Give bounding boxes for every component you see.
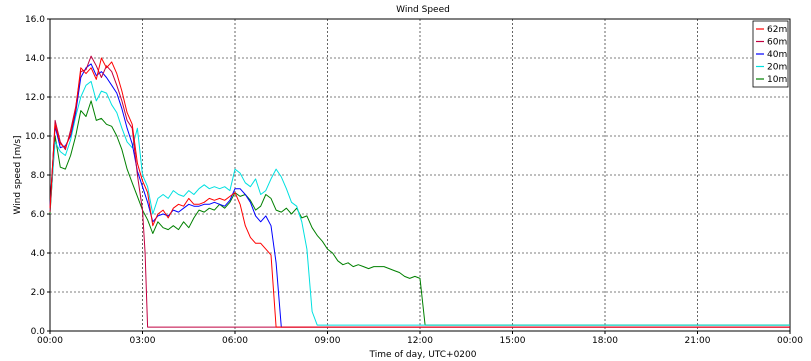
legend-entry-10m: 10m xyxy=(767,75,787,85)
x-tick-label: 00:00 xyxy=(777,336,803,346)
series-line-10m xyxy=(49,100,790,326)
series-line-62m xyxy=(49,57,790,328)
x-tick-label: 06:00 xyxy=(222,336,248,346)
legend-entry-60m: 60m xyxy=(767,38,787,48)
x-axis-label: Time of day, UTC+0200 xyxy=(369,350,477,360)
legend-entry-20m: 20m xyxy=(767,63,787,73)
series-line-40m xyxy=(49,63,790,328)
y-tick-label: 4.0 xyxy=(31,249,46,259)
y-tick-label: 0.0 xyxy=(31,327,46,337)
series-line-20m xyxy=(49,80,790,326)
x-tick-label: 18:00 xyxy=(592,336,618,346)
y-tick-label: 16.0 xyxy=(25,15,45,25)
chart-title: Wind Speed xyxy=(396,5,450,15)
y-tick-label: 14.0 xyxy=(25,54,45,64)
series-lines xyxy=(49,55,790,328)
grid-lines xyxy=(50,19,790,331)
legend-entry-62m: 62m xyxy=(767,25,787,35)
x-tick-label: 15:00 xyxy=(500,336,526,346)
x-axis-ticks: 00:00 03:00 06:00 09:00 12:00 15:00 18:00 21:00… xyxy=(37,331,803,346)
legend-entry-40m: 40m xyxy=(767,50,787,60)
y-tick-label: 2.0 xyxy=(31,288,46,298)
y-axis-label: Wind speed [m/s] xyxy=(13,135,23,214)
x-tick-label: 12:00 xyxy=(407,336,433,346)
y-axis-ticks: 0.0 2.0 4.0 6.0 8.0 10.0 12.0 14.0 16.0 xyxy=(25,15,50,337)
x-tick-label: 21:00 xyxy=(685,336,711,346)
x-tick-label: 00:00 xyxy=(37,336,63,346)
y-tick-label: 8.0 xyxy=(31,171,46,181)
x-tick-label: 09:00 xyxy=(315,336,341,346)
y-tick-label: 12.0 xyxy=(25,93,45,103)
y-tick-label: 10.0 xyxy=(25,132,45,142)
x-tick-label: 03:00 xyxy=(130,336,156,346)
legend: 62m 60m 40m 20m 10m xyxy=(752,20,789,88)
y-tick-label: 6.0 xyxy=(31,210,46,220)
